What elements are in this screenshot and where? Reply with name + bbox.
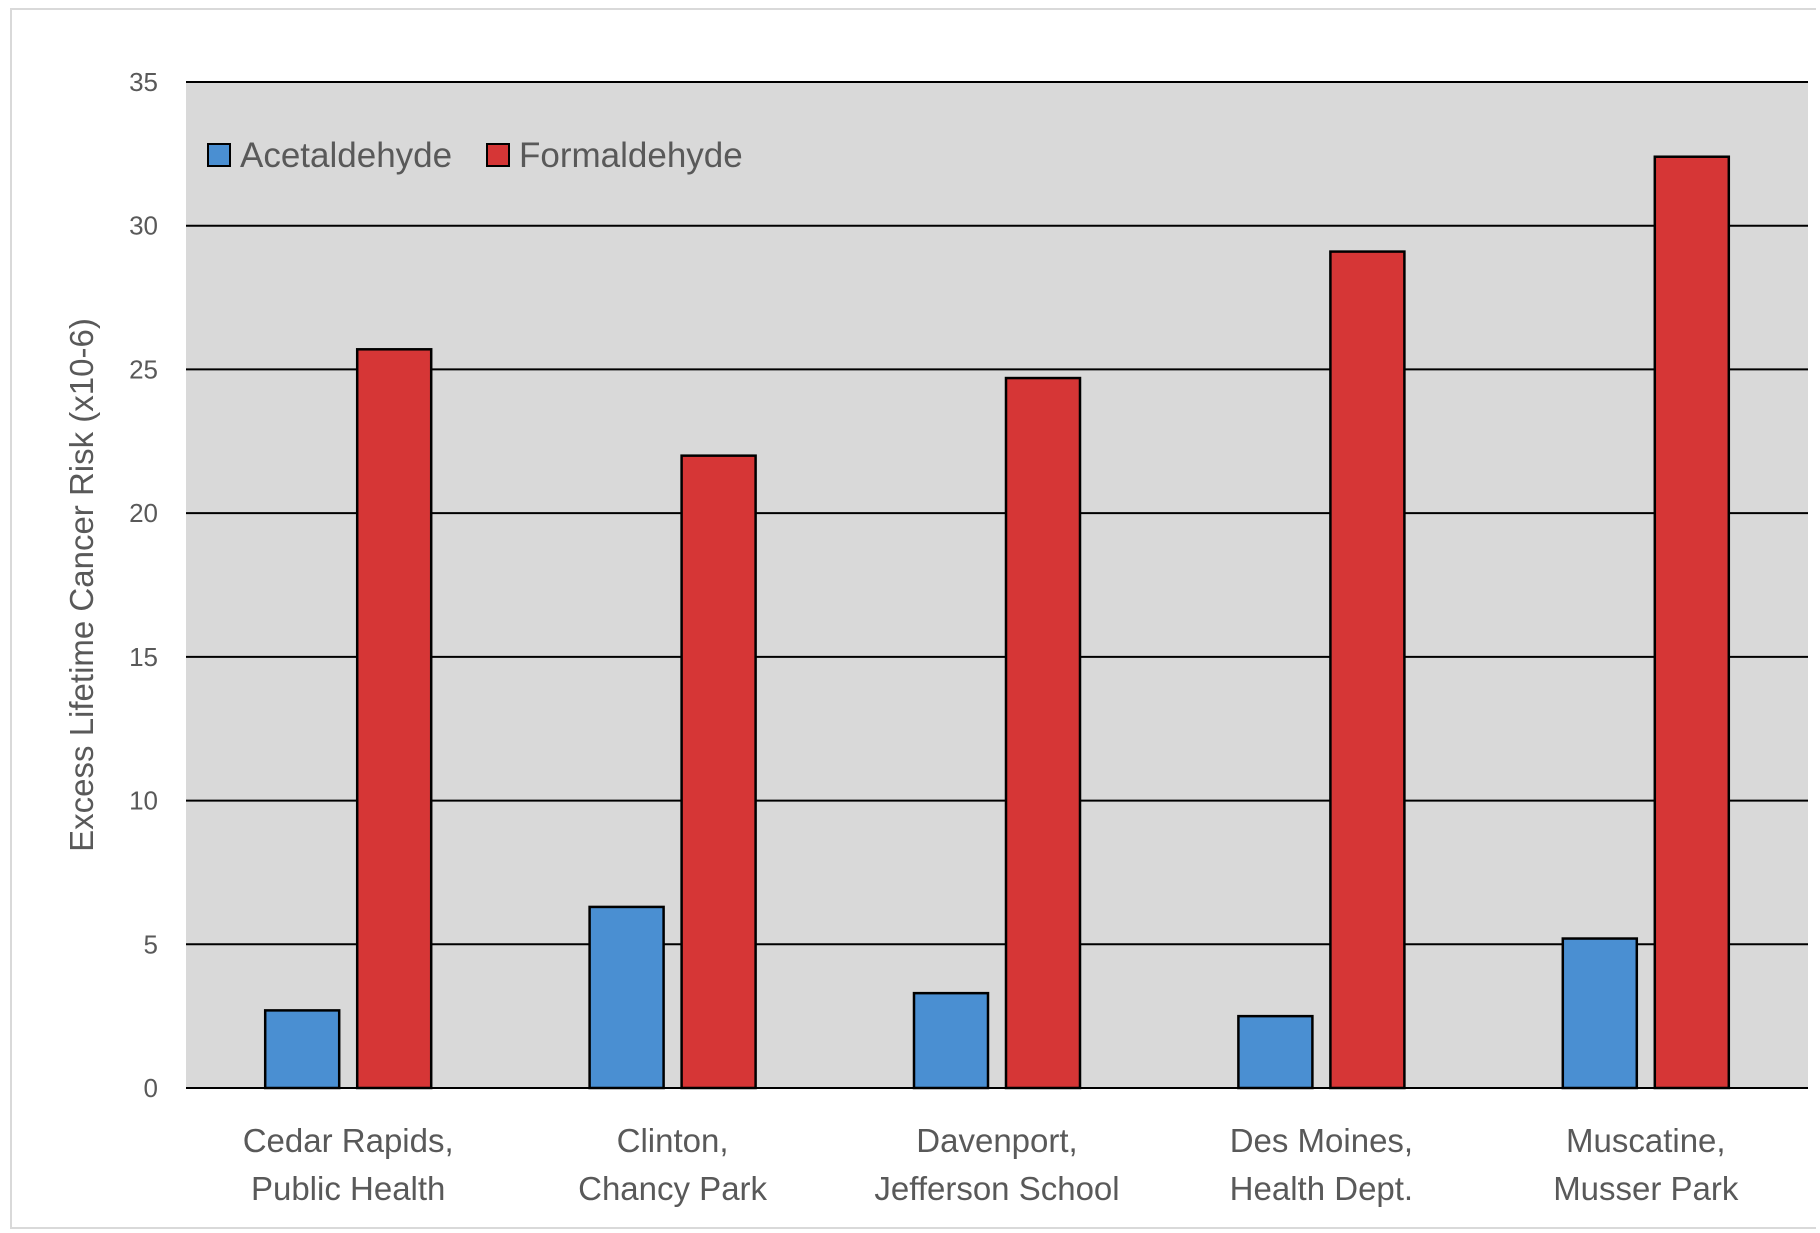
x-category-label: Muscatine, (1566, 1122, 1726, 1159)
y-tick-label: 5 (144, 929, 158, 959)
bar-acetaldehyde (588, 905, 665, 1090)
x-category-label: Public Health (251, 1170, 445, 1207)
x-category-label: Des Moines, (1230, 1122, 1413, 1159)
x-category-label: Jefferson School (874, 1170, 1119, 1207)
bar-acetaldehyde (1237, 1014, 1314, 1090)
y-tick-label: 30 (129, 211, 158, 241)
bar-acetaldehyde (1561, 937, 1639, 1090)
y-tick-label: 25 (129, 354, 158, 384)
legend-swatch-formaldehyde (486, 143, 510, 167)
bar-acetaldehyde (912, 991, 990, 1090)
y-tick-label: 0 (144, 1073, 158, 1103)
y-axis-title: Excess Lifetime Cancer Risk (x10-6) (63, 318, 100, 852)
plot-area (186, 82, 1808, 1088)
y-tick-label: 15 (129, 642, 158, 672)
bar-formaldehyde (680, 454, 757, 1090)
x-category-label: Clinton, (617, 1122, 729, 1159)
legend-swatch-acetaldehyde (207, 143, 231, 167)
legend-label-formaldehyde: Formaldehyde (519, 136, 743, 175)
legend-label-acetaldehyde: Acetaldehyde (240, 136, 452, 175)
y-tick-label: 35 (129, 67, 158, 97)
bar-formaldehyde (1329, 250, 1406, 1090)
x-category-label: Chancy Park (578, 1170, 767, 1207)
bar-formaldehyde (1004, 376, 1082, 1090)
chart-frame (10, 8, 1816, 1229)
y-tick-label: 20 (129, 498, 158, 528)
y-tick-label: 10 (129, 786, 158, 816)
x-category-label: Musser Park (1553, 1170, 1739, 1207)
x-category-label: Cedar Rapids, (243, 1122, 454, 1159)
x-category-label: Health Dept. (1230, 1170, 1413, 1207)
x-category-label: Davenport, (916, 1122, 1077, 1159)
bar-formaldehyde (355, 348, 433, 1090)
bar-acetaldehyde (263, 1009, 341, 1090)
bar-formaldehyde (1653, 155, 1731, 1090)
